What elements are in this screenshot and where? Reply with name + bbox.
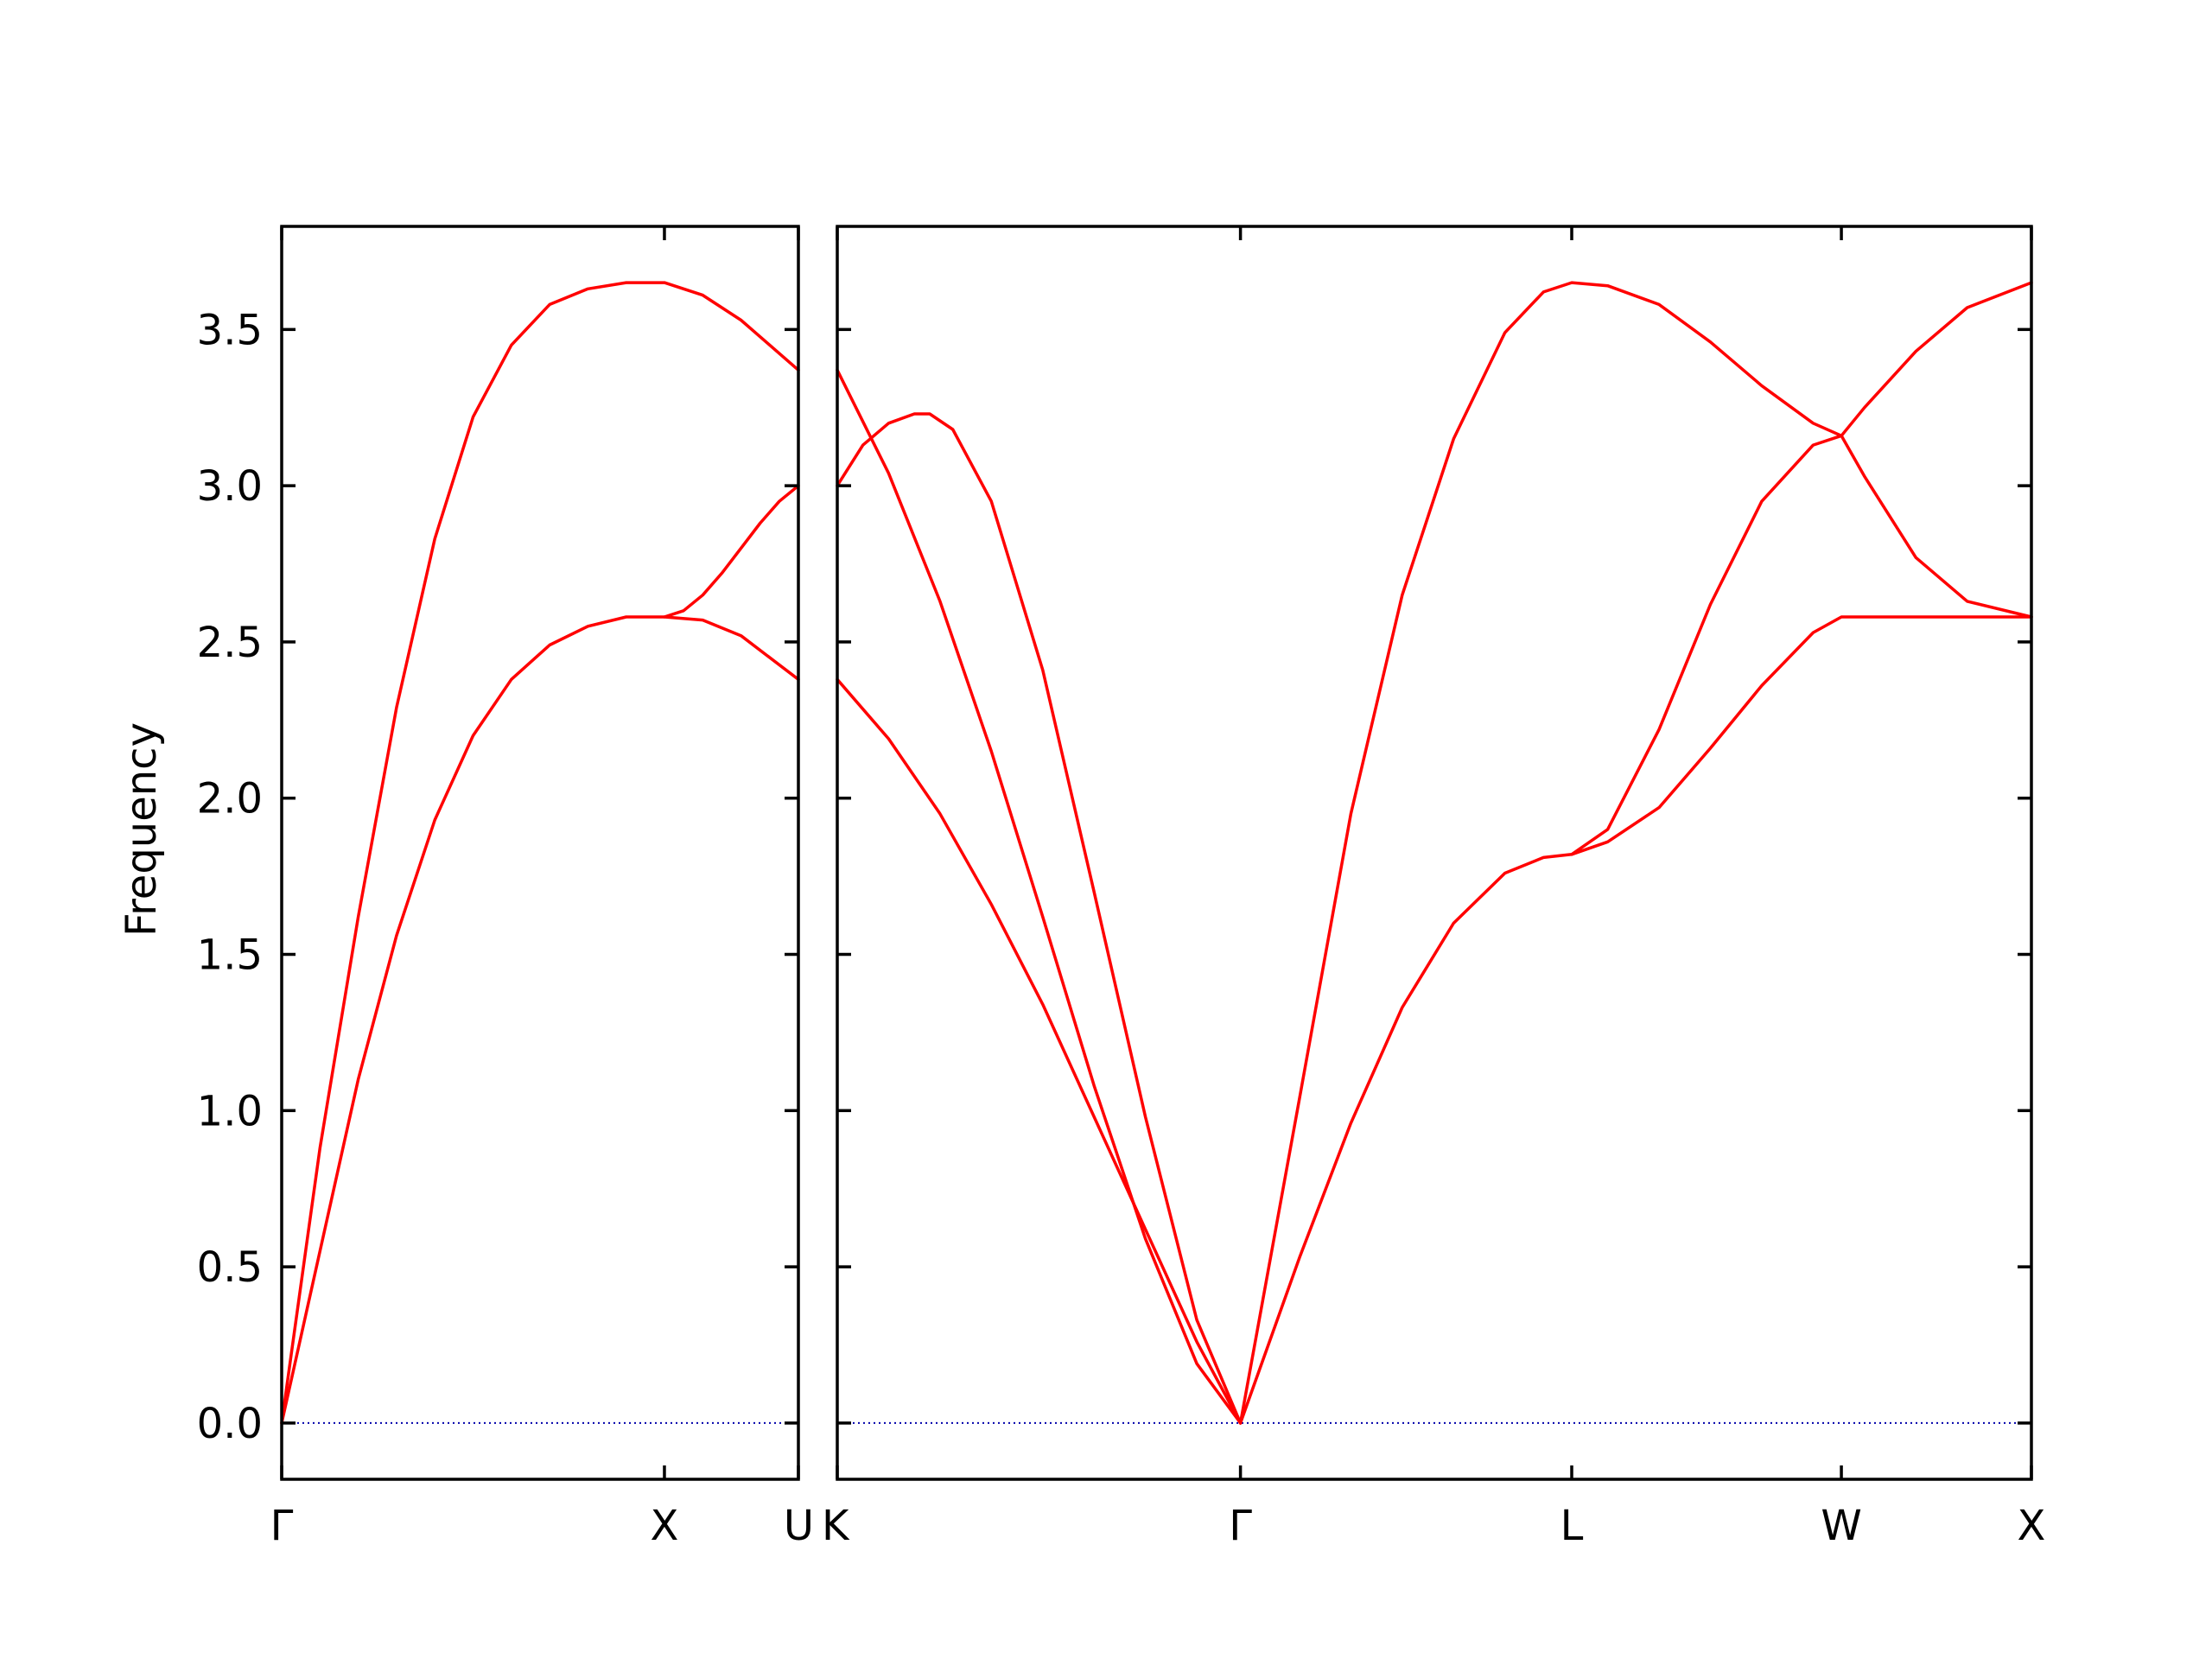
band-2 (280, 615, 800, 1425)
x-tick-label: X (2018, 1502, 2046, 1550)
y-tick-label: 1.5 (197, 931, 263, 980)
y-tick-label: 2.0 (197, 775, 263, 823)
x-tick-label: L (1560, 1502, 1584, 1550)
panel-1: 0.0 0.5 1.0 1.5 2.0 2.5 3.0 3.5 Γ X U (197, 225, 814, 1550)
band-1 (836, 677, 1243, 1425)
band-3 (836, 412, 1243, 1425)
x-tick-label: U (784, 1502, 814, 1550)
y-tick-label: 0.5 (197, 1243, 263, 1292)
x-tick-label: K (822, 1502, 850, 1550)
band-2 (836, 368, 1243, 1425)
x-tick-label: X (651, 1502, 679, 1550)
band-5 (1238, 434, 2033, 1425)
y-axis-label: Frequency (118, 722, 166, 937)
y-tick-label: 1.0 (197, 1087, 263, 1135)
band-6 (1570, 615, 2033, 856)
band-3 (663, 484, 800, 619)
x-tick-label: Γ (270, 1502, 294, 1550)
y-tick-label: 0.0 (197, 1400, 263, 1448)
y-tick-label: 2.5 (197, 619, 263, 667)
x-tick-label: W (1821, 1502, 1861, 1550)
panel-frame (836, 225, 2033, 1481)
panel-frame (280, 225, 800, 1481)
y-tick-label: 3.5 (197, 306, 263, 354)
y-tick-label: 3.0 (197, 462, 263, 511)
band-1 (280, 281, 800, 1425)
band-4 (1238, 281, 2033, 1425)
panels-layer: 0.0 0.5 1.0 1.5 2.0 2.5 3.0 3.5 Γ X U K Γ L W X (197, 225, 2046, 1550)
x-tick-label: Γ (1229, 1502, 1252, 1550)
